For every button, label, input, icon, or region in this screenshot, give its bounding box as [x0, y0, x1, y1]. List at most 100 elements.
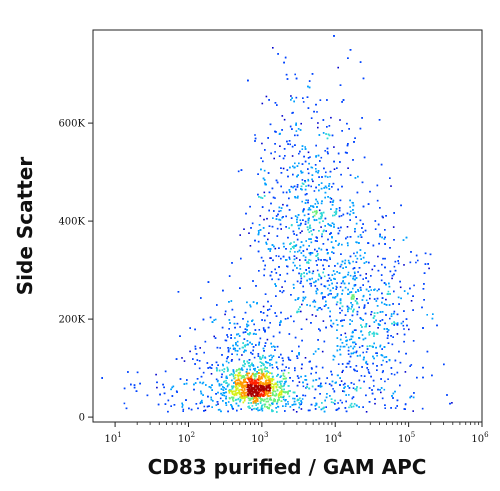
event-dot [182, 410, 184, 412]
event-dot [258, 342, 260, 345]
event-dot [353, 296, 355, 298]
event-dot [258, 390, 260, 393]
event-dot [281, 363, 284, 366]
event-dot [300, 273, 303, 275]
event-dot [271, 278, 273, 281]
event-dot [304, 193, 307, 196]
event-dot [231, 407, 234, 409]
event-dot [314, 350, 317, 353]
event-dot [293, 287, 295, 289]
event-dot [287, 393, 289, 395]
event-dot [302, 254, 305, 257]
event-dot [356, 191, 359, 194]
event-dot [327, 223, 329, 225]
event-dot [342, 345, 345, 348]
event-dot [181, 357, 183, 359]
event-dot [355, 389, 358, 392]
event-dot [274, 395, 277, 397]
event-dot [271, 403, 274, 405]
event-dot [200, 390, 202, 393]
event-dot [313, 218, 316, 221]
event-dot [276, 402, 278, 405]
event-dot [265, 400, 268, 403]
event-dot [284, 381, 286, 383]
event-dot [260, 157, 262, 159]
event-dot [240, 382, 242, 385]
event-dot [376, 297, 379, 300]
event-dot [386, 293, 389, 295]
event-dot [157, 403, 160, 406]
event-dot [332, 287, 334, 289]
event-dot [251, 405, 254, 407]
event-dot [268, 377, 271, 380]
event-dot [384, 266, 386, 269]
event-dot [279, 145, 281, 147]
event-dot [230, 300, 233, 302]
event-dot [381, 292, 383, 295]
event-dot [344, 332, 347, 335]
event-dot [202, 371, 205, 374]
event-dot [319, 307, 321, 309]
event-dot [275, 215, 278, 217]
event-dot [298, 381, 301, 383]
event-dot [310, 238, 312, 240]
event-dot [259, 368, 262, 371]
event-dot [446, 394, 448, 396]
event-dot [325, 230, 327, 232]
event-dot [316, 211, 318, 214]
event-dot [333, 277, 335, 280]
event-dot [391, 277, 393, 280]
event-dot [283, 375, 286, 378]
event-dot [242, 390, 245, 393]
event-dot [340, 320, 342, 322]
event-dot [373, 357, 375, 360]
event-dot [242, 401, 245, 404]
event-dot [248, 372, 250, 375]
event-dot [400, 297, 402, 300]
event-dot [328, 185, 330, 187]
event-dot [265, 390, 267, 393]
event-dot [247, 343, 249, 346]
event-dot [300, 280, 302, 283]
event-dot [217, 409, 220, 411]
event-dot [339, 302, 342, 305]
event-dot [376, 289, 379, 292]
event-dot [316, 289, 319, 291]
event-dot [318, 247, 320, 250]
event-dot [271, 379, 273, 382]
event-dot [315, 210, 318, 212]
event-dot [355, 241, 357, 243]
event-dot [217, 391, 219, 394]
event-dot [264, 264, 266, 267]
event-dot [296, 375, 299, 377]
event-dot [271, 356, 273, 359]
event-dot [312, 353, 315, 355]
event-dot [347, 244, 349, 247]
event-dot [291, 145, 294, 148]
event-dot [245, 349, 247, 352]
event-dot [241, 397, 244, 400]
event-dot [293, 255, 296, 257]
event-dot [181, 406, 184, 408]
event-dot [242, 382, 244, 384]
event-dot [320, 182, 323, 184]
event-dot [299, 403, 301, 406]
event-dot [253, 375, 256, 377]
event-dot [156, 386, 158, 389]
event-dot [332, 322, 335, 325]
event-dot [271, 372, 273, 375]
event-dot [235, 389, 238, 391]
event-dot [260, 381, 262, 383]
event-dot [318, 273, 320, 276]
event-dot [244, 397, 246, 399]
event-dot [237, 405, 240, 407]
event-dot [307, 179, 310, 182]
event-dot [364, 229, 367, 232]
event-dot [320, 226, 322, 228]
event-dot [415, 254, 418, 257]
event-dot [274, 130, 276, 133]
event-dot [332, 354, 335, 357]
event-dot [309, 278, 311, 281]
event-dot [354, 275, 356, 277]
event-dot [239, 234, 241, 236]
